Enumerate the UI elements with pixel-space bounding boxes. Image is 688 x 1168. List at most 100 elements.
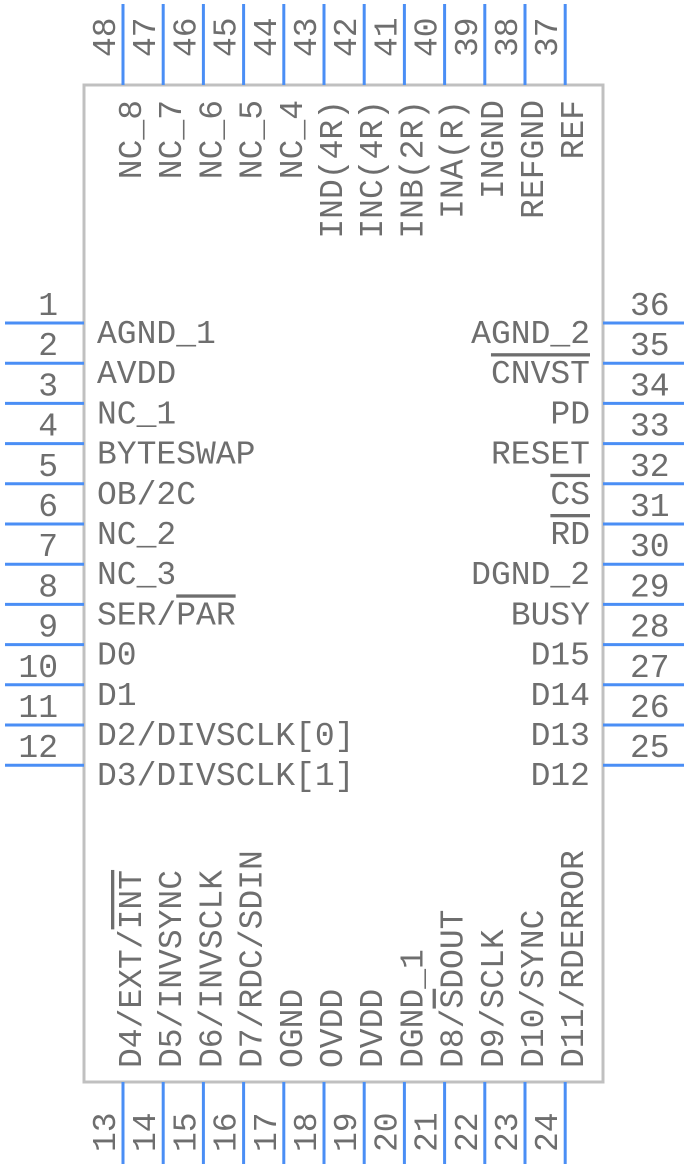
pin-18[interactable]: 18 OVDD <box>289 989 352 1164</box>
pin-47[interactable]: 47 NC_7 <box>128 4 191 179</box>
pin-label: AGND_2 <box>471 316 590 353</box>
pin-23[interactable]: 23 D10/SYNC <box>490 910 553 1164</box>
pin-40[interactable]: 40 INA(R) <box>410 4 473 219</box>
pin-19[interactable]: 19 DVDD <box>329 989 392 1164</box>
pin-25[interactable]: 25 D12 <box>531 730 684 795</box>
pin-label: CS <box>550 477 590 514</box>
pin-12[interactable]: 12 D3/DIVSCLK[1] <box>5 730 354 795</box>
pin-30[interactable]: 30 DGND_2 <box>471 529 684 594</box>
pin-43[interactable]: 43 IND(4R) <box>289 4 352 239</box>
pin-label: NC_8 <box>114 100 151 179</box>
pin-number: 1 <box>38 288 58 325</box>
pin-number: 7 <box>38 529 58 566</box>
pin-label: D4/EXT/INT <box>114 870 151 1068</box>
pin-label: D13 <box>531 718 590 755</box>
pin-21[interactable]: 21 D8/SDOUT <box>410 910 473 1164</box>
pin-45[interactable]: 45 NC_5 <box>209 4 272 179</box>
pin-number: 38 <box>490 17 527 57</box>
pin-36[interactable]: 36 AGND_2 <box>471 288 684 353</box>
pin-label: REF <box>556 100 593 159</box>
pin-label: D5/INVSYNC <box>154 870 191 1068</box>
pin-number: 23 <box>490 1112 527 1152</box>
pin-number: 4 <box>38 409 58 446</box>
pin-number: 10 <box>18 650 58 687</box>
pin-31[interactable]: 31 RD <box>550 489 684 554</box>
pin-20[interactable]: 20 DGND_1 <box>369 949 432 1164</box>
pin-27[interactable]: 27 D14 <box>531 650 684 715</box>
pin-26[interactable]: 26 D13 <box>531 690 684 755</box>
pin-3[interactable]: 3 NC_1 <box>5 368 176 433</box>
pin-4[interactable]: 4 BYTESWAP <box>5 409 255 474</box>
pin-number: 40 <box>410 17 447 57</box>
pin-17[interactable]: 17 OGND <box>249 989 312 1164</box>
pin-8[interactable]: 8 SER/PAR <box>5 569 236 634</box>
pin-35[interactable]: 35 CNVST <box>491 328 684 393</box>
pin-label: INGND <box>476 100 513 199</box>
pin-label: D2/DIVSCLK[0] <box>97 718 354 755</box>
pin-2[interactable]: 2 AVDD <box>5 328 176 393</box>
pin-number: 31 <box>630 489 670 526</box>
pin-label: CNVST <box>491 356 590 393</box>
pin-16[interactable]: 16 D7/RDC/SDIN <box>209 850 272 1164</box>
pin-14[interactable]: 14 D5/INVSYNC <box>128 870 191 1164</box>
pin-number: 26 <box>630 690 670 727</box>
pin-number: 28 <box>630 610 670 647</box>
pin-label: D9/SCLK <box>476 929 513 1068</box>
pin-5[interactable]: 5 OB/2C <box>5 449 196 514</box>
pin-number: 36 <box>630 288 670 325</box>
pin-number: 34 <box>630 368 670 405</box>
pin-label: RD <box>550 517 590 554</box>
pin-number: 8 <box>38 569 58 606</box>
pin-number: 15 <box>168 1112 205 1152</box>
pin-label: IND(4R) <box>315 100 352 239</box>
pin-number: 12 <box>18 730 58 767</box>
pin-46[interactable]: 46 NC_6 <box>168 4 231 179</box>
pin-label: NC_3 <box>97 557 176 594</box>
pin-label: D6/INVSCLK <box>194 870 231 1068</box>
pin-label: OVDD <box>315 989 352 1068</box>
pin-number: 43 <box>289 17 326 57</box>
pin-label: SER/PAR <box>97 597 236 634</box>
pin-number: 29 <box>630 569 670 606</box>
pin-label: DGND_1 <box>395 949 432 1068</box>
pin-9[interactable]: 9 D0 <box>5 610 137 675</box>
pin-number: 5 <box>38 449 58 486</box>
pin-label: INC(4R) <box>355 100 392 239</box>
pin-32[interactable]: 32 CS <box>550 449 684 514</box>
pin-label: NC_7 <box>154 100 191 179</box>
pin-number: 25 <box>630 730 670 767</box>
pin-number: 47 <box>128 17 165 57</box>
pin-41[interactable]: 41 INB(2R) <box>369 4 432 239</box>
pin-39[interactable]: 39 INGND <box>450 4 513 199</box>
pin-15[interactable]: 15 D6/INVSCLK <box>168 870 231 1164</box>
pin-6[interactable]: 6 NC_2 <box>5 489 176 554</box>
pin-number: 44 <box>249 17 286 57</box>
pin-38[interactable]: 38 REFGND <box>490 4 553 219</box>
pin-29[interactable]: 29 BUSY <box>511 569 684 634</box>
pin-number: 20 <box>369 1112 406 1152</box>
pin-37[interactable]: 37 REF <box>530 4 593 159</box>
pin-28[interactable]: 28 D15 <box>531 610 684 675</box>
pin-1[interactable]: 1 AGND_1 <box>5 288 216 353</box>
pin-42[interactable]: 42 INC(4R) <box>329 4 392 239</box>
pin-11[interactable]: 11 D2/DIVSCLK[0] <box>5 690 354 755</box>
pin-34[interactable]: 34 PD <box>550 368 684 433</box>
pin-13[interactable]: 13 D4/EXT/INT <box>88 870 151 1164</box>
pin-number: 41 <box>369 17 406 57</box>
pin-label: D14 <box>531 678 590 715</box>
pin-48[interactable]: 48 NC_8 <box>88 4 151 179</box>
pin-number: 21 <box>410 1112 447 1152</box>
pin-44[interactable]: 44 NC_4 <box>249 4 312 179</box>
pin-7[interactable]: 7 NC_3 <box>5 529 176 594</box>
pin-24[interactable]: 24 D11/RDERROR <box>530 850 593 1164</box>
pin-number: 37 <box>530 17 567 57</box>
pin-33[interactable]: 33 RESET <box>491 409 684 474</box>
pin-label: REFGND <box>516 100 553 219</box>
pin-number: 39 <box>450 17 487 57</box>
pin-22[interactable]: 22 D9/SCLK <box>450 929 513 1164</box>
pin-10[interactable]: 10 D1 <box>5 650 137 715</box>
pin-label: NC_4 <box>275 100 312 179</box>
pin-number: 19 <box>329 1112 366 1152</box>
pin-label: NC_5 <box>235 100 272 179</box>
pin-label: D3/DIVSCLK[1] <box>97 758 354 795</box>
